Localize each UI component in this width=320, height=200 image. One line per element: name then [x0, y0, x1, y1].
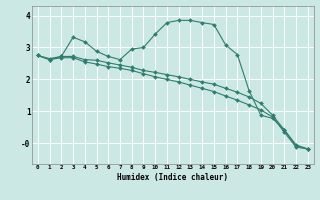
X-axis label: Humidex (Indice chaleur): Humidex (Indice chaleur) — [117, 173, 228, 182]
